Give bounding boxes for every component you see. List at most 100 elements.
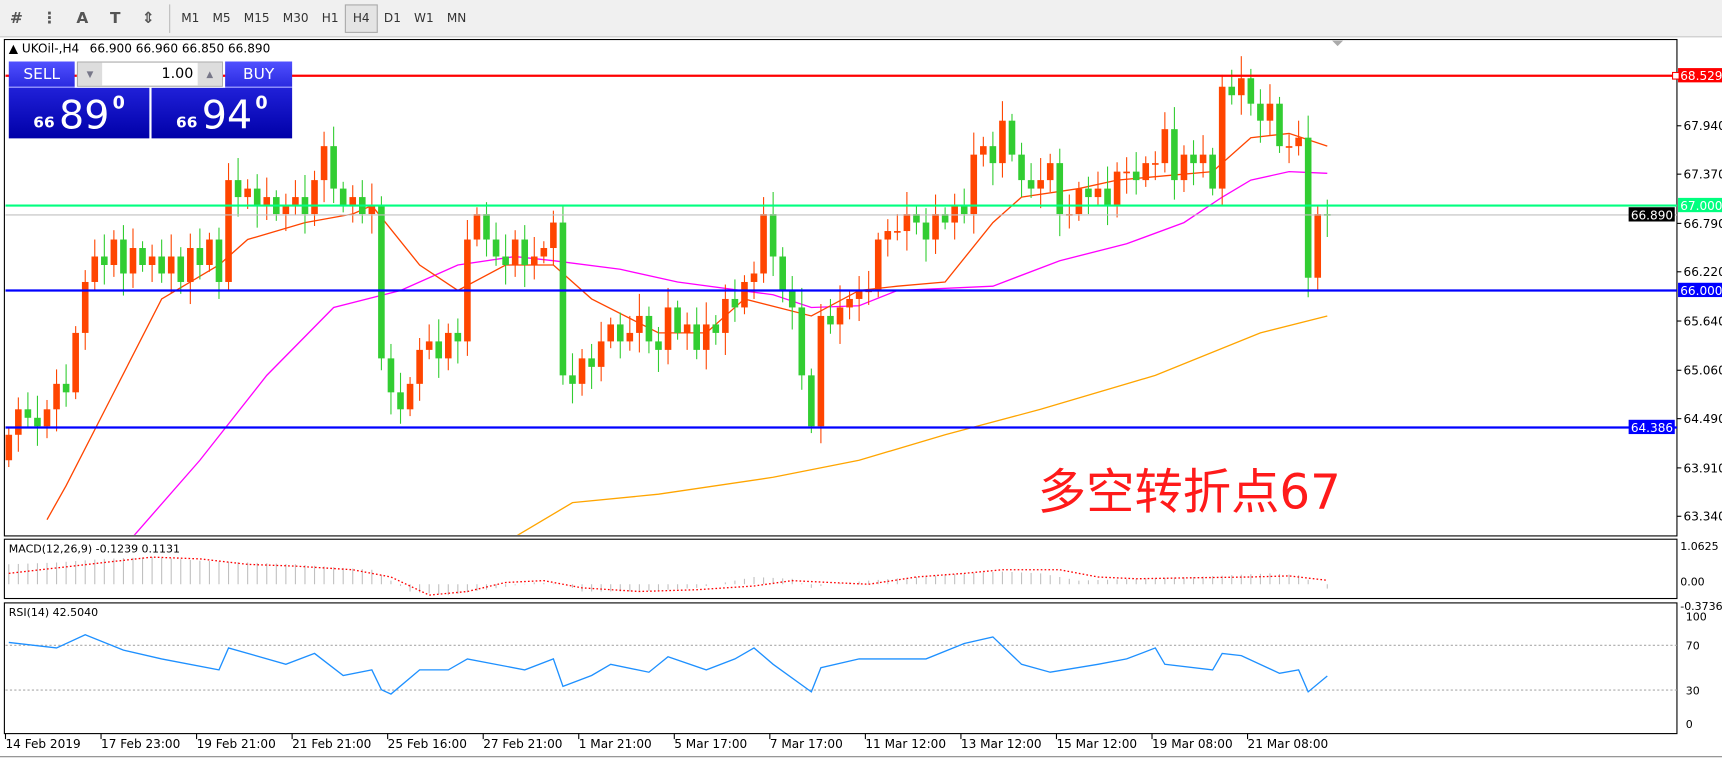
candle <box>139 248 146 265</box>
price-tick-label: 63.340 <box>1684 510 1722 524</box>
time-label: 1 Mar 21:00 <box>579 737 652 751</box>
candle <box>980 146 987 155</box>
sell-price-fraction: 0 <box>112 92 125 114</box>
candle <box>550 222 557 249</box>
candle <box>779 256 786 291</box>
level-label-box <box>1628 419 1675 435</box>
level-label: 66.890 <box>1631 208 1673 222</box>
timeframe-m1[interactable]: M1 <box>181 10 200 26</box>
buy-button[interactable]: BUY <box>225 61 293 88</box>
buy-price[interactable]: 66 94 0 <box>151 87 293 139</box>
candle <box>664 307 672 350</box>
candle <box>636 315 643 333</box>
candle <box>215 239 223 282</box>
timeframe-h1[interactable]: H1 <box>321 10 339 26</box>
price-tick-label: 67.940 <box>1684 119 1722 133</box>
timeframe-m15[interactable]: M15 <box>243 10 270 26</box>
candle <box>1257 103 1264 121</box>
sell-button[interactable]: SELL <box>8 61 75 88</box>
candle <box>788 290 796 308</box>
candle <box>148 256 156 265</box>
candle <box>1161 129 1169 164</box>
candle <box>798 307 806 376</box>
text-icon[interactable]: A <box>76 9 89 27</box>
candle <box>712 324 720 333</box>
arrows-icon[interactable]: ⇕ <box>141 9 155 27</box>
macd-tick-label: -0.3736 <box>1680 600 1722 613</box>
timeframe-w1[interactable]: W1 <box>414 10 434 26</box>
candle <box>53 383 60 410</box>
time-label: 11 Mar 12:00 <box>865 737 946 751</box>
rsi-tick-label: 100 <box>1686 610 1707 623</box>
candle <box>511 239 519 265</box>
candle <box>234 180 242 198</box>
candle <box>932 214 939 240</box>
candle <box>72 332 79 393</box>
candle <box>674 307 681 333</box>
lot-size-input[interactable]: 1.00 <box>161 65 194 83</box>
candle <box>989 146 997 164</box>
candle <box>1008 120 1016 155</box>
candle <box>913 214 920 223</box>
candle <box>731 298 739 308</box>
candle <box>1180 154 1188 181</box>
candle <box>473 214 481 240</box>
level-label-box <box>1678 68 1722 83</box>
candle <box>827 315 834 325</box>
candle <box>1209 154 1216 189</box>
price-tick-label: 65.640 <box>1684 314 1722 328</box>
macd-tick-label: 1.0625 <box>1680 540 1718 553</box>
candle <box>569 375 576 384</box>
candle <box>1190 154 1197 164</box>
collapse-triangle-icon[interactable]: ▲ <box>8 41 19 57</box>
candle <box>1295 137 1302 147</box>
timeframe-mn[interactable]: MN <box>446 10 467 26</box>
candle <box>559 222 567 376</box>
candle <box>970 154 978 215</box>
buy-price-fraction: 0 <box>255 92 268 114</box>
sell-price-main: 89 <box>59 93 110 139</box>
timeframe-d1[interactable]: D1 <box>383 10 401 26</box>
lot-size-stepper[interactable]: ▼ 1.00 ▲ <box>76 61 223 87</box>
candle <box>693 324 700 350</box>
candle <box>626 332 634 342</box>
candle <box>1142 163 1150 181</box>
candle <box>34 417 41 427</box>
macd-signal-line <box>8 556 1328 596</box>
elliott-wave-icon[interactable]: # <box>10 9 23 27</box>
lot-increase-icon[interactable]: ▲ <box>197 62 222 86</box>
candle <box>607 324 615 342</box>
candle <box>129 248 137 274</box>
candle <box>435 341 443 359</box>
candle <box>444 332 452 359</box>
candle <box>416 349 423 384</box>
candle <box>683 324 691 333</box>
fibonacci-icon[interactable]: ⋮ <box>41 9 58 27</box>
candle <box>540 248 548 257</box>
candle <box>760 214 767 274</box>
sell-price[interactable]: 66 89 0 <box>8 87 150 139</box>
text-label-icon[interactable]: T <box>110 9 121 27</box>
candle <box>502 256 509 265</box>
candle <box>1085 188 1092 198</box>
candle <box>1094 188 1102 198</box>
candle <box>645 315 653 342</box>
lot-decrease-icon[interactable]: ▼ <box>77 62 103 86</box>
candle <box>1228 86 1236 96</box>
time-label: 5 Mar 17:00 <box>674 737 747 751</box>
timeframe-m30[interactable]: M30 <box>282 10 309 26</box>
rsi-tick-label: 30 <box>1686 685 1700 698</box>
candle <box>492 239 500 257</box>
timeframe-m5[interactable]: M5 <box>212 10 231 26</box>
candle <box>1171 129 1178 181</box>
rsi-label: RSI(14) 42.5040 <box>8 607 99 620</box>
symbol-header: ▲ UKOil-,H4 66.900 66.960 66.850 66.890 <box>9 42 270 56</box>
timeframe-h4[interactable]: H4 <box>345 3 378 33</box>
candle <box>282 205 290 215</box>
time-label: 7 Mar 17:00 <box>770 737 843 751</box>
candle <box>1104 188 1111 206</box>
candle <box>206 239 213 265</box>
time-label: 14 Feb 2019 <box>5 737 80 751</box>
rsi-line <box>8 634 1328 695</box>
